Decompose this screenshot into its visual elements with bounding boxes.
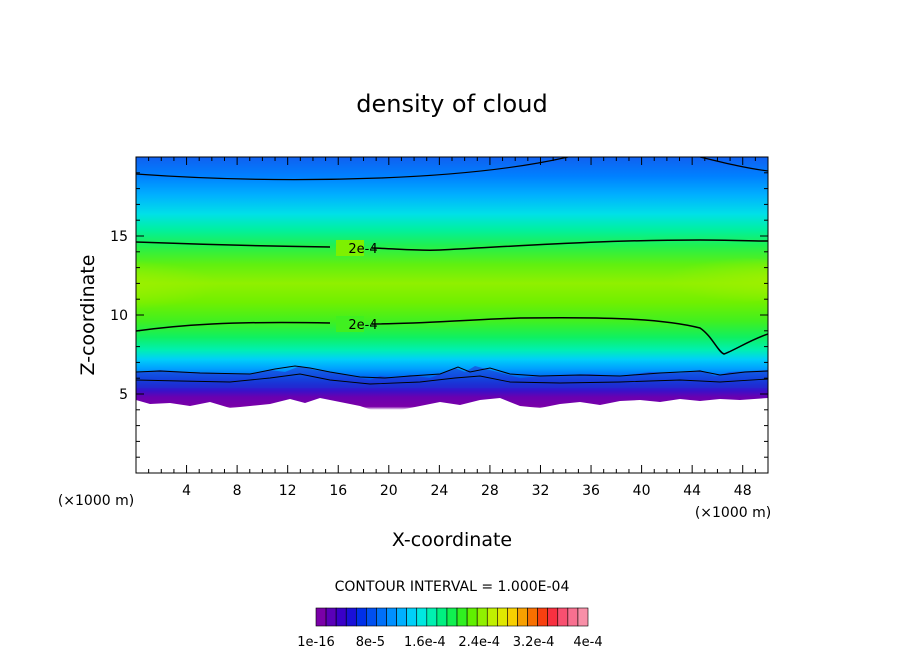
contour-top <box>136 157 569 181</box>
y-axis-label: Z-coordinate <box>77 255 99 376</box>
plot-area <box>136 157 768 473</box>
x-tick-label: 32 <box>532 483 550 499</box>
colorbar-swatch <box>366 607 377 627</box>
x-tick-label: 40 <box>633 483 651 499</box>
colorbar-swatch <box>426 607 438 627</box>
colorbar-swatch <box>396 607 407 627</box>
y-tick-label: 10 <box>110 308 128 324</box>
contour-interval-note: CONTOUR INTERVAL = 1.000E-04 <box>335 579 570 595</box>
contour-label-bg-lower <box>336 316 364 332</box>
x-tick-label: 28 <box>481 483 499 499</box>
colorbar-swatch <box>325 607 337 627</box>
x-tick-label: 36 <box>582 483 600 499</box>
colorbar-swatch <box>335 607 347 627</box>
contour-2e-4-lower <box>136 316 768 355</box>
colorbar-swatch <box>355 607 367 627</box>
contour-base-lower <box>136 373 768 385</box>
colorbar-swatch <box>527 607 538 627</box>
colorbar-labels: 1e-16 8e-5 1.6e-4 2.4e-4 3.2e-4 4e-4 <box>297 635 602 650</box>
colorbar-swatch <box>547 607 559 627</box>
colorbar-tick-label: 3.2e-4 <box>513 635 555 650</box>
colorbar-tick-label: 8e-5 <box>356 635 385 650</box>
colorbar-swatch <box>386 607 397 627</box>
colorbar-swatch <box>577 607 589 627</box>
density-core-right <box>580 256 768 304</box>
y-axis-ticks: 5 10 15 <box>110 172 768 458</box>
colorbar-swatch <box>416 607 428 627</box>
colorbar-swatch <box>517 607 528 627</box>
colorbar-swatch <box>507 607 518 627</box>
x-tick-label: 4 <box>182 483 191 499</box>
colorbar-swatch <box>497 607 508 627</box>
colorbar-tick-label: 4e-4 <box>573 635 602 650</box>
contour-label-lower: 2e-4 <box>348 318 377 333</box>
y-tick-label: 5 <box>119 387 128 403</box>
x-tick-label: 44 <box>683 483 701 499</box>
colorbar-swatch <box>476 607 488 627</box>
colorbar-swatch <box>315 607 327 627</box>
x-tick-label: 20 <box>380 483 398 499</box>
contour-base-upper <box>136 365 768 379</box>
x-tick-label: 12 <box>279 483 297 499</box>
colorbar-swatch <box>537 607 549 627</box>
contour-label-upper: 2e-4 <box>348 242 377 257</box>
x-unit-right: (×1000 m) <box>695 505 771 521</box>
x-tick-label: 24 <box>430 483 448 499</box>
x-unit-left: (×1000 m) <box>58 493 134 509</box>
colorbar <box>315 607 589 627</box>
colorbar-swatch <box>446 607 458 627</box>
cloud-base-edge <box>136 398 768 473</box>
y-tick-label: 15 <box>110 229 128 245</box>
colorbar-swatch <box>466 607 478 627</box>
chart-title: density of cloud <box>356 90 547 118</box>
colorbar-tick-label: 1.6e-4 <box>404 635 446 650</box>
colorbar-swatch <box>486 607 498 627</box>
colorbar-swatch <box>567 607 579 627</box>
colorbar-tick-label: 1e-16 <box>297 635 335 650</box>
x-axis-ticks: 4 8 12 16 20 24 28 32 36 40 44 48 <box>148 157 756 499</box>
colorbar-swatch <box>406 607 418 627</box>
contour-label-bg-upper <box>336 240 364 256</box>
colorbar-swatch <box>345 607 357 627</box>
x-tick-label: 8 <box>233 483 242 499</box>
x-tick-label: 48 <box>734 483 752 499</box>
colorbar-swatch <box>376 607 387 627</box>
x-axis-label: X-coordinate <box>392 529 512 551</box>
contour-top-right <box>699 157 768 172</box>
colorbar-swatch <box>456 607 468 627</box>
colorbar-tick-label: 2.4e-4 <box>458 635 500 650</box>
colorbar-swatch <box>557 607 569 627</box>
contour-2e-4-upper <box>136 239 768 252</box>
x-tick-label: 16 <box>329 483 347 499</box>
colorbar-swatch <box>436 607 448 627</box>
density-core-left <box>136 259 310 311</box>
